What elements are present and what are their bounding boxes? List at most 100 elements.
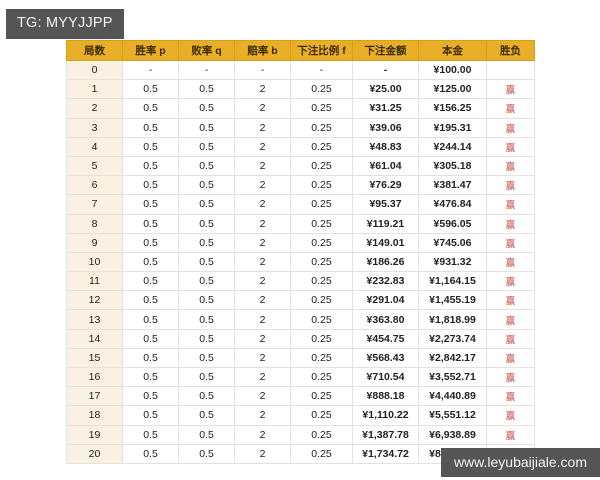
cell-capital: ¥195.31	[418, 117, 487, 138]
cell-bet-amount: ¥1,110.22	[352, 405, 419, 426]
cell-bet-amount: ¥95.37	[352, 194, 419, 215]
cell-win-rate: 0.5	[122, 424, 179, 445]
cell-loss-rate: 0.5	[178, 366, 235, 388]
cell-win-rate: 0.5	[122, 194, 179, 215]
cell-result: 赢	[486, 309, 535, 330]
cell-odds: 2	[234, 136, 291, 157]
cell-bet-fraction: 0.25	[290, 405, 353, 426]
table-row: 0- - - - - ¥100.00	[66, 59, 535, 81]
table-row: 6 0.5 0.5 2 0.25 ¥76.29 ¥381.47 赢	[66, 175, 535, 196]
cell-odds: 2	[234, 328, 291, 349]
cell-bet-fraction: 0.25	[290, 251, 353, 273]
cell-round: 5	[66, 155, 123, 177]
cell-odds: 2	[234, 443, 291, 464]
cell-bet-amount: ¥568.43	[352, 347, 419, 369]
cell-loss-rate: 0.5	[178, 117, 235, 138]
cell-capital: ¥3,552.71	[418, 366, 487, 388]
cell-capital: ¥1,164.15	[418, 271, 487, 292]
cell-bet-amount: ¥76.29	[352, 175, 419, 196]
cell-result: 赢	[486, 424, 535, 445]
cell-bet-fraction: 0.25	[290, 213, 353, 234]
cell-round: 6	[66, 175, 123, 196]
cell-capital: ¥745.06	[418, 232, 487, 253]
cell-result	[486, 59, 535, 81]
column-header-win-rate: 胜率 p	[122, 40, 179, 61]
cell-round: 10	[66, 251, 123, 273]
cell-loss-rate: -	[178, 59, 235, 81]
table-row: 2 0.5 0.5 2 0.25 ¥31.25 ¥156.25 赢	[66, 98, 535, 119]
cell-odds: 2	[234, 175, 291, 196]
cell-result: 赢	[486, 232, 535, 253]
table-row: 13 0.5 0.5 2 0.25 ¥363.80 ¥1,818.99 赢	[66, 309, 535, 330]
cell-capital: ¥125.00	[418, 79, 487, 100]
cell-loss-rate: 0.5	[178, 98, 235, 119]
cell-result: 赢	[486, 79, 535, 100]
table-row: 5 0.5 0.5 2 0.25 ¥61.04 ¥305.18 赢	[66, 155, 535, 177]
cell-win-rate: 0.5	[122, 213, 179, 234]
cell-loss-rate: 0.5	[178, 290, 235, 311]
cell-capital: ¥2,273.74	[418, 328, 487, 349]
table-header: 局数 胜率 p 败率 q 赔率 b 下注比例 f 下注金额 本金 胜负	[66, 40, 535, 61]
cell-result: 赢	[486, 213, 535, 234]
cell-bet-fraction: 0.25	[290, 424, 353, 445]
cell-round: 18	[66, 405, 123, 426]
cell-bet-fraction: 0.25	[290, 232, 353, 253]
cell-odds: 2	[234, 290, 291, 311]
cell-round: 7	[66, 194, 123, 215]
cell-bet-fraction: 0.25	[290, 347, 353, 369]
cell-capital: ¥4,440.89	[418, 386, 487, 407]
table-row: 200.50.520.25¥1,734.72¥8,673.62赢	[66, 443, 535, 464]
cell-win-rate: 0.5	[122, 232, 179, 253]
table-row: 17 0.5 0.5 2 0.25 ¥888.18 ¥4,440.89 赢	[66, 386, 535, 407]
cell-win-rate: 0.5	[122, 136, 179, 157]
table-row: 9 0.5 0.5 2 0.25 ¥149.01 ¥745.06 赢	[66, 232, 535, 253]
cell-capital: ¥476.84	[418, 194, 487, 215]
cell-loss-rate: 0.5	[178, 328, 235, 349]
cell-bet-fraction: 0.25	[290, 328, 353, 349]
cell-round: 12	[66, 290, 123, 311]
cell-result: 赢	[486, 290, 535, 311]
cell-win-rate: 0.5	[122, 79, 179, 100]
cell-odds: 2	[234, 405, 291, 426]
cell-win-rate: 0.5	[122, 386, 179, 407]
cell-capital: ¥156.25	[418, 98, 487, 119]
cell-result: 赢	[486, 117, 535, 138]
cell-bet-amount: ¥232.83	[352, 271, 419, 292]
cell-capital: ¥596.05	[418, 213, 487, 234]
cell-bet-amount: ¥1,387.78	[352, 424, 419, 445]
kelly-table-container: 局数 胜率 p 败率 q 赔率 b 下注比例 f 下注金额 本金 胜负 0---…	[66, 40, 535, 464]
cell-bet-amount: ¥61.04	[352, 155, 419, 177]
table-row: 10 0.5 0.5 2 0.25 ¥186.26 ¥931.32 赢	[66, 251, 535, 273]
cell-bet-amount: ¥186.26	[352, 251, 419, 273]
cell-capital: ¥381.47	[418, 175, 487, 196]
table-row: 15 0.5 0.5 2 0.25 ¥568.43 ¥2,842.17 赢	[66, 347, 535, 369]
cell-win-rate: 0.5	[122, 155, 179, 177]
cell-loss-rate: 0.5	[178, 347, 235, 369]
cell-loss-rate: 0.5	[178, 175, 235, 196]
cell-round: 4	[66, 136, 123, 157]
cell-loss-rate: 0.5	[178, 386, 235, 407]
cell-round: 20	[66, 443, 123, 464]
cell-bet-amount: ¥1,734.72	[352, 443, 419, 464]
cell-win-rate: 0.5	[122, 328, 179, 349]
cell-bet-amount: ¥888.18	[352, 386, 419, 407]
column-header-loss-rate: 败率 q	[178, 40, 235, 61]
cell-result: 赢	[486, 136, 535, 157]
cell-loss-rate: 0.5	[178, 405, 235, 426]
cell-odds: 2	[234, 386, 291, 407]
cell-result: 赢	[486, 405, 535, 426]
cell-bet-fraction: 0.25	[290, 79, 353, 100]
table-body: 0- - - - - ¥100.00 1 0.5 0.5 2 0.25 ¥25.00 ¥125.00 赢 2…	[66, 59, 535, 464]
cell-bet-fraction: 0.25	[290, 98, 353, 119]
cell-bet-amount: ¥119.21	[352, 213, 419, 234]
cell-bet-fraction: 0.25	[290, 194, 353, 215]
kelly-criterion-table: 局数 胜率 p 败率 q 赔率 b 下注比例 f 下注金额 本金 胜负 0---…	[66, 40, 535, 464]
cell-bet-amount: -	[352, 59, 419, 81]
cell-win-rate: 0.5	[122, 290, 179, 311]
cell-capital: ¥1,818.99	[418, 309, 487, 330]
cell-loss-rate: 0.5	[178, 309, 235, 330]
column-header-bet-fraction: 下注比例 f	[290, 40, 353, 61]
cell-bet-fraction: 0.25	[290, 136, 353, 157]
cell-result: 赢	[486, 328, 535, 349]
cell-loss-rate: 0.5	[178, 136, 235, 157]
